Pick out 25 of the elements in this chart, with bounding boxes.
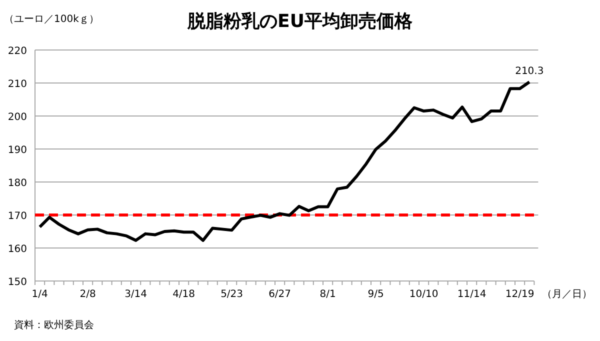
x-tick-label: 8/1 xyxy=(320,289,336,300)
chart-title: 脱脂粉乳のEU平均卸売価格 xyxy=(186,11,414,32)
x-tick-label: 5/23 xyxy=(220,289,244,300)
y-axis-title: （ユーロ／100kｇ） xyxy=(4,14,99,25)
x-tick-label: 6/27 xyxy=(268,289,292,300)
x-axis-title: （月／日） xyxy=(542,289,592,300)
text: 資料：欧州委員会 xyxy=(14,319,94,331)
y-tick-label: 190 xyxy=(8,145,27,156)
line-series xyxy=(38,80,531,242)
y-tick-label: 160 xyxy=(8,244,27,255)
y-tick-label: 150 xyxy=(8,277,27,288)
x-tick-label: 4/18 xyxy=(172,289,196,300)
x-tick-label: 2/8 xyxy=(80,289,96,300)
x-tick-label: 10/10 xyxy=(409,289,438,300)
y-tick-label: 220 xyxy=(8,46,27,57)
y-tick-label: 200 xyxy=(8,112,27,123)
x-tick-label: 9/5 xyxy=(368,289,384,300)
data-label: 210.3 xyxy=(515,66,544,78)
y-tick-label: 180 xyxy=(8,178,27,189)
x-tick-label: 1/4 xyxy=(32,289,48,300)
x-tick-label: 12/19 xyxy=(505,289,534,300)
y-tick-label: 210 xyxy=(8,79,27,90)
x-tick-label: 11/14 xyxy=(457,289,486,300)
y-tick-label: 170 xyxy=(8,211,27,222)
x-tick-label: 3/14 xyxy=(124,289,148,300)
